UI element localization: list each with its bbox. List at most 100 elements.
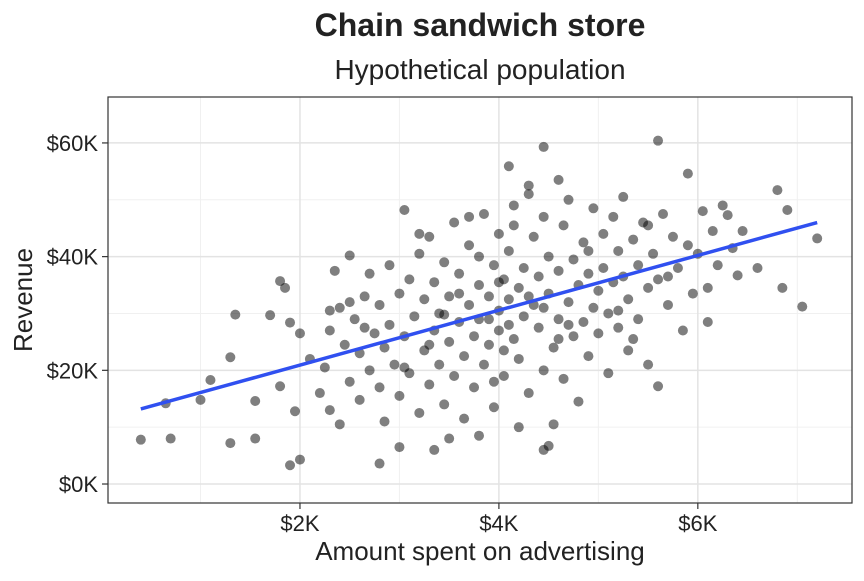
point bbox=[702, 316, 713, 327]
point bbox=[319, 362, 330, 373]
point bbox=[339, 339, 350, 350]
point bbox=[165, 433, 176, 444]
trend-line bbox=[140, 220, 818, 411]
point bbox=[533, 322, 544, 333]
point bbox=[558, 373, 569, 384]
point bbox=[419, 294, 430, 305]
point bbox=[324, 405, 335, 416]
point bbox=[285, 317, 296, 328]
point bbox=[593, 328, 604, 339]
point bbox=[459, 413, 470, 424]
point bbox=[548, 419, 559, 430]
point bbox=[662, 271, 673, 282]
point bbox=[414, 248, 425, 259]
point bbox=[797, 301, 808, 312]
point bbox=[563, 319, 574, 330]
point bbox=[533, 271, 544, 282]
point bbox=[513, 422, 524, 433]
point bbox=[280, 282, 291, 293]
point bbox=[429, 277, 440, 288]
point bbox=[493, 277, 504, 288]
point bbox=[752, 262, 763, 273]
point bbox=[508, 220, 519, 231]
point bbox=[707, 226, 718, 237]
point bbox=[643, 282, 654, 293]
x-tick-label: $6K bbox=[678, 511, 717, 536]
point bbox=[444, 433, 455, 444]
point bbox=[732, 270, 743, 281]
point bbox=[583, 351, 594, 362]
point bbox=[558, 220, 569, 231]
point bbox=[588, 203, 599, 214]
point bbox=[488, 402, 499, 413]
point bbox=[563, 297, 574, 308]
point bbox=[414, 407, 425, 418]
point bbox=[464, 240, 475, 251]
point bbox=[658, 208, 669, 219]
point bbox=[722, 210, 733, 221]
point bbox=[439, 257, 450, 268]
point bbox=[384, 260, 395, 271]
point bbox=[454, 288, 465, 299]
point bbox=[563, 194, 574, 205]
point bbox=[285, 460, 296, 471]
point bbox=[523, 180, 534, 191]
point bbox=[702, 282, 713, 293]
point bbox=[399, 205, 410, 216]
point bbox=[598, 262, 609, 273]
point bbox=[697, 206, 708, 217]
point bbox=[483, 291, 494, 302]
point bbox=[503, 294, 514, 305]
point bbox=[464, 299, 475, 310]
point bbox=[225, 352, 236, 363]
point bbox=[225, 438, 236, 449]
point bbox=[289, 406, 300, 417]
point bbox=[478, 359, 489, 370]
point bbox=[414, 228, 425, 239]
point bbox=[523, 291, 534, 302]
point bbox=[454, 268, 465, 279]
point bbox=[334, 419, 345, 430]
x-tick-label: $2K bbox=[280, 511, 319, 536]
point bbox=[653, 274, 664, 285]
point bbox=[623, 294, 634, 305]
point bbox=[543, 251, 554, 262]
point bbox=[384, 319, 395, 330]
point bbox=[603, 368, 614, 379]
point bbox=[553, 174, 564, 185]
point bbox=[643, 220, 654, 231]
y-tick-label: $40K bbox=[47, 245, 99, 270]
point bbox=[498, 345, 509, 356]
point bbox=[538, 141, 549, 152]
point bbox=[503, 245, 514, 256]
point bbox=[518, 262, 529, 273]
point bbox=[772, 185, 783, 196]
point bbox=[633, 314, 644, 325]
point bbox=[643, 359, 654, 370]
point bbox=[394, 390, 405, 401]
point bbox=[488, 376, 499, 387]
point bbox=[628, 334, 639, 345]
point bbox=[374, 299, 385, 310]
point bbox=[469, 331, 480, 342]
point bbox=[354, 394, 365, 405]
point bbox=[538, 302, 549, 313]
point bbox=[687, 288, 698, 299]
point bbox=[294, 328, 305, 339]
point bbox=[538, 211, 549, 222]
point bbox=[717, 200, 728, 211]
point bbox=[230, 309, 241, 320]
point bbox=[543, 440, 554, 451]
point bbox=[359, 291, 370, 302]
point bbox=[603, 308, 614, 319]
point bbox=[399, 362, 410, 373]
point bbox=[573, 396, 584, 407]
point bbox=[503, 319, 514, 330]
point bbox=[613, 245, 624, 256]
point bbox=[553, 265, 564, 276]
point bbox=[364, 268, 375, 279]
point bbox=[424, 339, 435, 350]
point bbox=[379, 342, 390, 353]
point bbox=[662, 299, 673, 310]
point bbox=[812, 233, 823, 244]
